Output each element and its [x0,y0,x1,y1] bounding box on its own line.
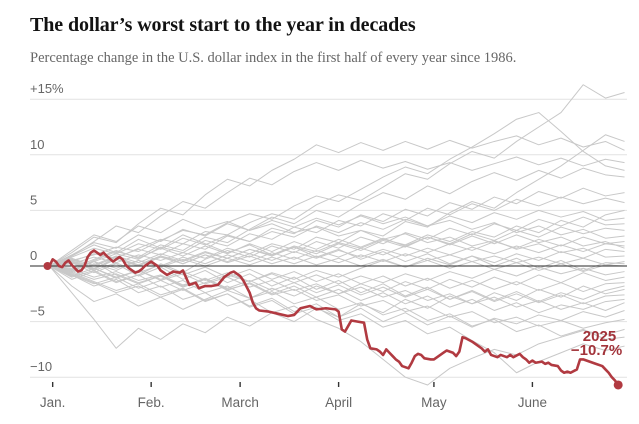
year-line [49,218,625,267]
x-axis: Jan. Feb. March April May June [40,382,547,410]
month-label: Feb. [138,395,165,410]
year-line [49,258,625,311]
month-label: May [421,395,447,410]
year-line [49,265,625,340]
year-line [49,135,625,267]
y-axis-labels: +15% 10 5 0 −5 −10 [30,81,64,374]
year-line [49,265,625,386]
month-label: March [221,395,259,410]
year-line [49,262,625,303]
year-line [49,156,625,267]
y-gridlines [30,98,627,378]
annotation-2025-value: −10.7% [571,342,622,359]
year-line [49,261,625,314]
year-line [49,248,625,291]
annotation-2025-year: 2025 [583,328,616,345]
y-axis-tick-label: −10 [30,359,52,374]
year-line [49,234,625,269]
year-line [49,216,625,284]
line-2025 [48,249,620,387]
y-axis-tick-label: 5 [30,192,37,207]
month-label: Jan. [40,395,66,410]
line-end-dot [613,380,623,390]
year-line [49,265,625,374]
chart-subtitle: Percentage change in the U.S. dollar ind… [30,50,517,66]
year-line [49,234,625,271]
year-line [49,226,625,267]
year-line [49,167,625,271]
year-line [49,209,625,267]
year-line [49,265,625,305]
line-chart: +15% 10 5 0 −5 −10 Jan. Feb. March April May June 20… [0,78,639,424]
year-line [49,187,625,270]
dollar-index-chart-svg: +15% 10 5 0 −5 −10 Jan. Feb. March April May June 20… [30,81,627,410]
year-line [49,261,625,293]
background-year-lines [49,84,625,386]
line-start-dot [43,262,52,270]
month-label: June [518,395,547,410]
page-title: The dollar’s worst start to the year in … [30,14,416,36]
y-axis-tick-label: +15% [30,81,64,96]
year-line [49,265,625,349]
y-axis-tick-label: −5 [30,304,45,319]
y-axis-tick-label: 10 [30,137,44,152]
year-line [49,84,625,267]
year-line [49,112,625,267]
year-line [49,134,625,267]
year-line [49,253,625,270]
year-line [49,215,625,267]
year-line [49,254,625,273]
month-label: April [325,395,352,410]
y-axis-tick-label: 0 [30,248,37,263]
